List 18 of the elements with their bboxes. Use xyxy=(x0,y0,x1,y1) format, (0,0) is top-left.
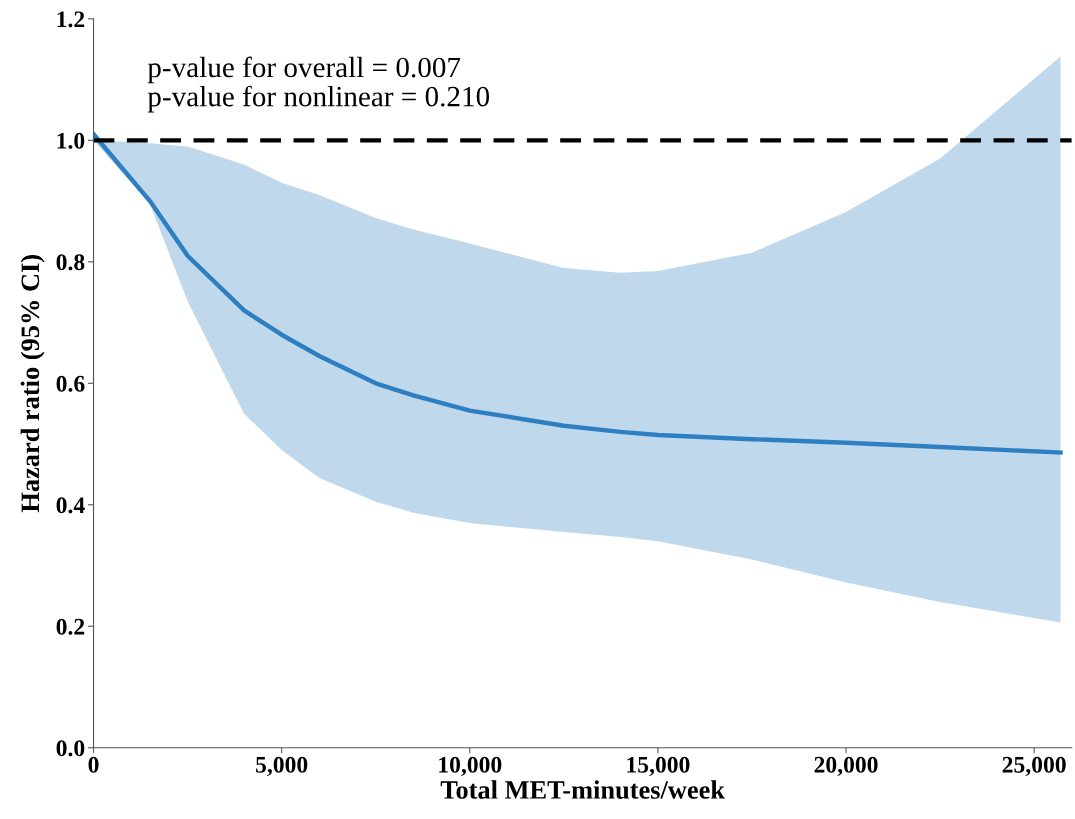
x-tick-label: 0 xyxy=(88,756,99,773)
y-tick-label: 0.0 xyxy=(56,740,85,757)
y-tick-label: 0.6 xyxy=(56,375,85,392)
x-tick-label: 20,000 xyxy=(814,756,878,777)
x-tick-label: 10,000 xyxy=(439,756,502,777)
y-axis-title: Hazard ratio (95% CI) xyxy=(20,255,45,513)
y-tick-label: 0.2 xyxy=(56,618,85,635)
x-tick-label: 5,000 xyxy=(256,756,308,777)
y-tick-label: 0.8 xyxy=(56,254,85,271)
y-tick-label: 0.4 xyxy=(56,497,85,514)
x-axis-title: Total MET-minutes/week xyxy=(440,780,725,799)
annotation: p-value for overall = 0.007 xyxy=(147,56,461,84)
y-tick-label: 1.0 xyxy=(57,132,85,149)
line-series xyxy=(93,132,1063,455)
annotation: p-value for nonlinear = 0.210 xyxy=(147,85,490,113)
y-tick-label: 1.2 xyxy=(57,11,85,28)
x-tick-label: 25,000 xyxy=(1002,756,1066,777)
x-tick-label: 15,000 xyxy=(627,756,690,777)
